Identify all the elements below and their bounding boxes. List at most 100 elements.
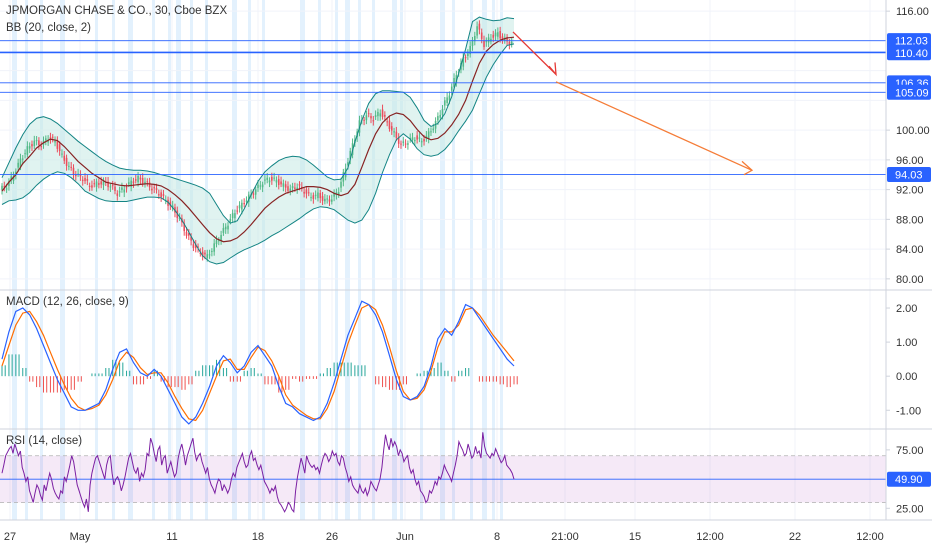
candle-body: [169, 201, 172, 206]
x-tick-label: 11: [166, 531, 177, 543]
candle-body: [91, 185, 93, 188]
candle-body: [310, 197, 312, 199]
session-band: [420, 0, 423, 520]
x-tick-label: 15: [629, 531, 641, 543]
candle-body: [194, 244, 197, 249]
candle-body: [271, 176, 273, 181]
session-band: [392, 0, 397, 520]
candle-body: [178, 218, 181, 220]
candle-body: [448, 95, 451, 101]
candle-body: [266, 177, 269, 180]
candle-body: [24, 153, 26, 155]
session-band: [190, 0, 193, 520]
candle-body: [75, 174, 77, 177]
candle-body: [125, 187, 128, 189]
macd-line: [1, 300, 515, 425]
candle-body: [245, 200, 248, 202]
candle-body: [314, 194, 317, 196]
candle-body: [86, 179, 89, 181]
macd-tick-label: 2.00: [896, 303, 917, 315]
candle-body: [88, 185, 91, 187]
candle-body: [259, 185, 262, 187]
x-tick-label: 12:00: [696, 531, 724, 543]
session-band: [12, 0, 17, 520]
candle-body: [116, 193, 119, 196]
x-tick-label: 21:00: [551, 531, 579, 543]
candle-body: [102, 180, 105, 186]
candle-body: [503, 38, 506, 41]
bb-upper-line: [1, 16, 515, 224]
candle-body: [423, 139, 425, 142]
price-label-tag: [887, 45, 931, 61]
candle-body: [287, 186, 289, 191]
x-tick-label: Jun: [396, 531, 414, 543]
candle-body: [478, 23, 481, 30]
candle-body: [437, 116, 439, 121]
candle-body: [10, 176, 13, 180]
candle-body: [188, 233, 190, 236]
candle-body: [467, 53, 469, 56]
candle-body: [497, 32, 499, 37]
candle-body: [441, 108, 444, 116]
rsi-line: [1, 432, 515, 514]
candle-body: [420, 141, 423, 143]
candle-body: [432, 128, 435, 131]
price-label-tag: [887, 33, 931, 49]
x-tick-label: 27: [4, 531, 16, 543]
candle-body: [257, 184, 259, 189]
candle-body: [317, 192, 319, 199]
candle-body: [215, 240, 218, 245]
session-band: [168, 0, 171, 520]
orange-arrowhead: [741, 160, 754, 176]
candle-body: [107, 181, 109, 188]
candle-body: [204, 252, 206, 255]
candle-body: [400, 143, 402, 145]
session-band: [440, 0, 445, 520]
session-band: [400, 0, 403, 520]
candle-body: [33, 140, 36, 147]
price-tick-label: 80.00: [896, 274, 924, 286]
candle-body: [483, 40, 485, 48]
candle-body: [21, 158, 24, 160]
candle-body: [148, 182, 151, 188]
candle-body: [277, 179, 280, 185]
candle-body: [118, 190, 121, 193]
x-tick-label: 12:00: [856, 531, 884, 543]
session-band: [300, 0, 305, 520]
candle-body: [450, 86, 453, 91]
candle-body: [38, 140, 40, 146]
candle-body: [305, 189, 308, 194]
candle-body: [93, 183, 96, 185]
session-band: [40, 0, 43, 520]
session-band: [232, 0, 237, 520]
candle-body: [130, 180, 132, 187]
candle-body: [72, 167, 75, 175]
candle-body: [430, 131, 432, 133]
candle-body: [427, 131, 430, 139]
candle-body: [390, 126, 393, 131]
candle-body: [68, 165, 70, 167]
candle-body: [15, 171, 17, 175]
candle-body: [469, 46, 471, 55]
candle-body: [439, 114, 441, 118]
candle-body: [326, 198, 328, 200]
session-band: [335, 0, 338, 520]
session-band: [128, 0, 133, 520]
candle-body: [121, 187, 123, 190]
chart-title: JPMORGAN CHASE & CO., 30, Cboe BZX: [6, 5, 228, 17]
session-band: [176, 0, 181, 520]
rsi-value-label: 49.90: [895, 474, 923, 486]
candle-body: [236, 210, 239, 212]
candle-body: [211, 250, 213, 252]
candle-body: [19, 158, 22, 168]
macd-pane: [1, 300, 518, 425]
candle-body: [446, 97, 448, 103]
x-tick-label: 18: [252, 531, 264, 543]
candle-body: [213, 243, 215, 252]
candle-body: [455, 75, 458, 83]
candle-body: [114, 186, 116, 191]
candle-body: [372, 120, 375, 122]
session-band: [112, 0, 115, 520]
